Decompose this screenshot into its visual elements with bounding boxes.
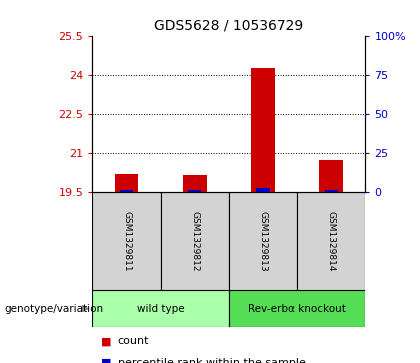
Text: GSM1329814: GSM1329814 [327,211,336,272]
Text: genotype/variation: genotype/variation [4,303,103,314]
Text: percentile rank within the sample: percentile rank within the sample [118,358,305,363]
Bar [229,290,365,327]
Bar [115,174,139,192]
Text: ■: ■ [101,358,111,363]
Bar [229,192,297,290]
Bar [92,192,161,290]
Bar [183,175,207,192]
Text: GSM1329811: GSM1329811 [122,211,131,272]
Text: Rev-erbα knockout: Rev-erbα knockout [248,303,346,314]
Text: ■: ■ [101,336,111,346]
Bar [188,190,201,192]
Text: count: count [118,336,149,346]
Text: wild type: wild type [137,303,184,314]
Bar [257,188,270,192]
Bar [319,160,343,192]
Bar [161,192,229,290]
Bar [251,68,275,192]
Text: GSM1329812: GSM1329812 [190,211,199,272]
Bar [297,192,365,290]
Title: GDS5628 / 10536729: GDS5628 / 10536729 [154,19,304,32]
Bar [325,190,338,192]
Bar [120,190,133,192]
Bar [92,290,229,327]
Text: GSM1329813: GSM1329813 [259,211,268,272]
